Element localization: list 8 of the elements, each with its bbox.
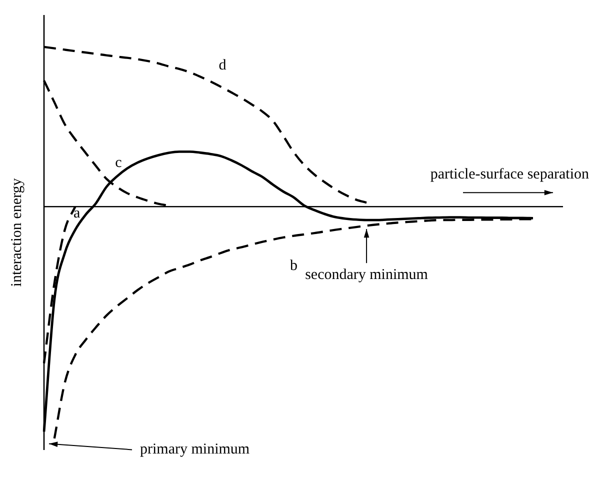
- y-axis-title: interaction energy: [8, 178, 25, 287]
- x-axis-title: particle-surface separation: [430, 166, 590, 183]
- series-label: a: [73, 206, 80, 222]
- series-label: b: [290, 258, 298, 274]
- text: primary minimum: [140, 442, 250, 458]
- series-label: d: [218, 57, 227, 74]
- series-label: c: [115, 154, 122, 171]
- annotation: secondary minimum: [305, 267, 428, 284]
